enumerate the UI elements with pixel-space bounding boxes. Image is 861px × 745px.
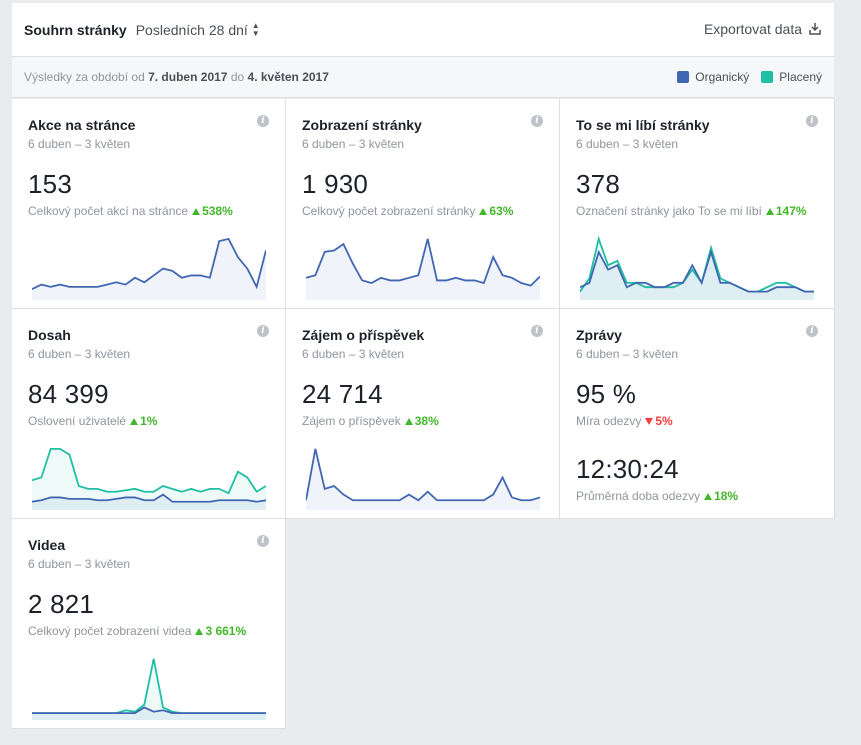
page-title: Souhrn stránky [24, 21, 127, 38]
legend-organic: Organický [677, 70, 749, 84]
organic-swatch [677, 71, 690, 83]
sort-arrows-icon: ▲ ▼ [251, 20, 260, 38]
metric-delta: 3 661% [205, 624, 247, 638]
summary-header: Souhrn stránky Posledních 28 dní ▲ ▼ Expo… [12, 3, 834, 57]
info-icon[interactable]: i [531, 115, 543, 127]
organic-series-line [306, 238, 540, 287]
period-selector[interactable]: Posledních 28 dní ▲ ▼ [135, 20, 260, 38]
sparkline-chart [580, 235, 814, 300]
metric-description-secondary: Průměrná doba odezvy 18% [576, 489, 739, 503]
card-date-range: 6 duben – 3 květen [28, 557, 131, 571]
legend: Organický Placený [665, 70, 822, 84]
card-title: Dosah [28, 327, 71, 343]
card-date-range: 6 duben – 3 květen [28, 137, 131, 151]
card-date-range: 6 duben – 3 květen [28, 347, 131, 361]
trend-up-icon [404, 418, 413, 425]
export-label: Exportovat data [703, 21, 802, 37]
page-summary-panel: Souhrn stránky Posledních 28 dní ▲ ▼ Expo… [12, 3, 834, 98]
organic-series-line [306, 448, 540, 502]
trend-up-icon [765, 208, 774, 215]
sparkline-chart [32, 447, 266, 510]
sparkline-chart [32, 237, 266, 300]
trend-up-icon [130, 418, 139, 425]
card-title: Videa [28, 537, 66, 553]
trend-up-icon [479, 208, 488, 215]
info-icon[interactable]: i [531, 325, 543, 337]
trend-up-icon [704, 493, 713, 500]
info-icon[interactable]: i [257, 115, 269, 127]
trend-down-icon [645, 418, 654, 425]
metric-description: Míra odezvy 5% [576, 414, 673, 428]
metric-card[interactable]: i To se mi líbí stránky 6 duben – 3 květen… [560, 99, 835, 309]
date-range-bar: Výsledky za období od 7. duben 2017 do 4… [12, 57, 834, 98]
metric-delta: 38% [414, 414, 439, 428]
metric-description: Celkový počet akcí na stránce 538% [28, 204, 233, 218]
card-date-range: 6 duben – 3 květen [576, 137, 679, 151]
metric-value: 95 % [576, 379, 637, 409]
metric-value: 1 930 [302, 169, 369, 199]
paid-series-line [32, 447, 266, 495]
paid-series-area [32, 658, 266, 720]
info-icon[interactable]: i [806, 325, 818, 337]
metric-card[interactable]: i Videa 6 duben – 3 květen 2 821 Celkový poč… [12, 519, 286, 729]
metric-value: 84 399 [28, 379, 109, 409]
card-title: Zájem o příspěvek [302, 327, 425, 343]
metric-description: Celkový počet zobrazení videa 3 661% [28, 624, 247, 638]
metric-delta: 63% [489, 204, 514, 218]
paid-series-area [32, 448, 266, 510]
info-icon[interactable]: i [806, 115, 818, 127]
metric-delta: 538% [202, 204, 233, 218]
metric-value: 153 [28, 169, 72, 199]
metric-delta: 5% [655, 414, 673, 428]
organic-series-area [306, 448, 540, 510]
metric-delta: 1% [140, 414, 158, 428]
metric-value: 378 [576, 169, 620, 199]
info-icon[interactable]: i [257, 325, 269, 337]
period-label: Posledních 28 dní [135, 21, 248, 38]
sparkline-chart [32, 658, 266, 720]
card-title: Zobrazení stránky [302, 117, 422, 133]
trend-up-icon [195, 628, 204, 635]
metric-delta: 147% [775, 204, 807, 218]
metric-card[interactable]: i Dosah 6 duben – 3 květen 84 399 Oslovení u… [12, 309, 286, 519]
date-range-text: Výsledky za období od 7. duben 2017 do 4… [24, 70, 329, 84]
card-title: Akce na stránce [28, 117, 136, 133]
metric-card[interactable]: i Zobrazení stránky 6 duben – 3 květen 1 93… [286, 99, 560, 309]
sparkline-chart [306, 238, 540, 300]
organic-series-area [32, 494, 266, 510]
organic-series-line [32, 706, 266, 715]
metric-description: Zájem o příspěvek 38% [302, 414, 439, 428]
metric-description: Označení stránky jako To se mi líbí 147% [576, 204, 807, 218]
legend-paid: Placený [761, 70, 822, 84]
organic-series-line [32, 493, 266, 503]
sparkline-chart [306, 448, 540, 510]
download-icon [809, 23, 821, 35]
organic-series-line [580, 248, 814, 293]
paid-swatch [761, 71, 774, 83]
metric-description: Oslovení uživatelé 1% [28, 414, 158, 428]
metric-card[interactable]: i Zprávy 6 duben – 3 květen 95 % Míra odezvy… [560, 309, 835, 519]
metric-delta: 18% [714, 489, 739, 503]
organic-series-area [580, 252, 814, 300]
metric-value: 2 821 [28, 589, 95, 619]
organic-series-area [32, 707, 266, 720]
paid-series-line [580, 235, 814, 293]
metric-value-secondary: 12:30:24 [576, 454, 679, 484]
card-date-range: 6 duben – 3 květen [302, 137, 405, 151]
organic-series-area [306, 238, 540, 300]
organic-series-line [32, 237, 266, 290]
metric-description: Celkový počet zobrazení stránky 63% [302, 204, 514, 218]
info-icon[interactable]: i [257, 535, 269, 547]
card-title: To se mi líbí stránky [576, 117, 710, 133]
card-date-range: 6 duben – 3 květen [302, 347, 405, 361]
card-date-range: 6 duben – 3 květen [576, 347, 679, 361]
metric-value: 24 714 [302, 379, 383, 409]
card-title: Zprávy [576, 327, 622, 343]
export-data-button[interactable]: Exportovat data [704, 21, 822, 37]
organic-series-area [32, 238, 266, 300]
trend-up-icon [192, 208, 201, 215]
metric-card[interactable]: i Zájem o příspěvek 6 duben – 3 květen 24 7… [286, 309, 560, 519]
metric-card[interactable]: i Akce na stránce 6 duben – 3 květen 153 Cel… [12, 99, 286, 309]
